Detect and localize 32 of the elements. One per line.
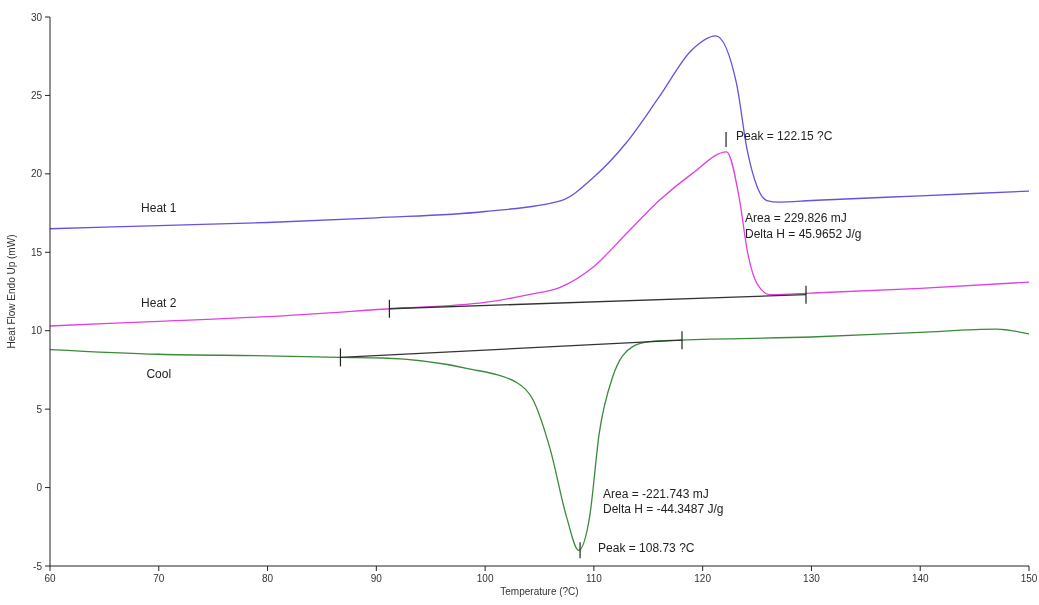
x-tick-label: 130 (803, 573, 821, 584)
series-label: Cool (146, 367, 172, 382)
x-tick-label: 150 (1020, 573, 1038, 584)
x-axis-title: Temperature (?C) (500, 586, 579, 597)
series-label: Heat 1 (141, 200, 177, 215)
x-tick-label: 60 (44, 573, 56, 584)
x-tick-label: 120 (694, 573, 712, 584)
y-tick-label: 5 (36, 403, 43, 415)
annotation: Peak = 122.15 ?C (736, 128, 833, 143)
annotation: Area = 229.826 mJ (745, 211, 847, 225)
x-tick-label: 100 (476, 573, 494, 584)
x-tick-label: 110 (585, 573, 603, 584)
line-series (49, 151, 1030, 327)
y-tick-label: -5 (33, 560, 43, 572)
annotation: Delta H = 45.9652 J/g (745, 227, 862, 241)
y-tick-label: 20 (30, 168, 43, 180)
line-series (49, 35, 1030, 230)
x-tick-label: 90 (370, 573, 383, 584)
y-tick-label: 10 (30, 325, 43, 337)
y-axis-title: Heat Flow Endo Up (mW) (6, 234, 17, 349)
annotation: Peak = 108.73 ?C (598, 541, 695, 556)
y-tick-label: 15 (30, 246, 43, 258)
annotation: Delta H = -44.3487 J/g (603, 502, 724, 516)
series-label: Heat 2 (141, 296, 177, 311)
y-tick-label: 30 (30, 11, 43, 23)
y-tick-label: 0 (36, 482, 43, 494)
x-tick-label: 80 (261, 573, 274, 584)
y-tick-label: 25 (30, 89, 43, 101)
line-series (49, 328, 1030, 551)
x-tick-label: 140 (911, 573, 929, 584)
annotation: Area = -221.743 mJ (603, 487, 709, 501)
x-tick-label: 70 (153, 573, 165, 584)
